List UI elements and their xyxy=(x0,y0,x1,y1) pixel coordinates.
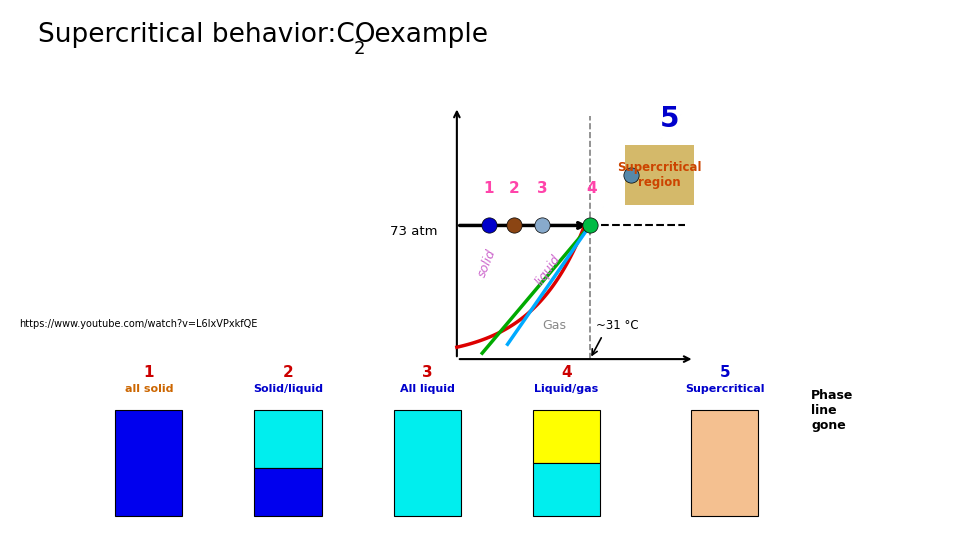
Text: Liquid/gas: Liquid/gas xyxy=(535,384,598,394)
Text: Supercritical: Supercritical xyxy=(685,384,764,394)
Text: 73 atm: 73 atm xyxy=(391,225,438,238)
Text: Gas: Gas xyxy=(542,319,566,333)
Text: Solid/liquid: Solid/liquid xyxy=(253,384,323,394)
Text: All liquid: All liquid xyxy=(399,384,455,394)
Text: 3: 3 xyxy=(537,181,548,196)
Text: solid: solid xyxy=(476,247,499,279)
Text: 5: 5 xyxy=(660,105,679,133)
Text: 1: 1 xyxy=(483,181,493,196)
Text: example: example xyxy=(366,22,488,48)
Text: 2: 2 xyxy=(353,40,365,58)
Text: 4: 4 xyxy=(561,365,572,380)
Text: 5: 5 xyxy=(719,365,731,380)
Text: 2: 2 xyxy=(282,365,294,380)
Text: all solid: all solid xyxy=(125,384,173,394)
Bar xyxy=(625,145,694,205)
Text: ~31 °C: ~31 °C xyxy=(596,319,639,333)
Text: liquid: liquid xyxy=(533,252,564,288)
Text: Phase
line
gone: Phase line gone xyxy=(811,389,853,432)
Text: 2: 2 xyxy=(509,181,519,196)
Text: https://www.youtube.com/watch?v=L6IxVPxkfQE: https://www.youtube.com/watch?v=L6IxVPxk… xyxy=(19,319,257,329)
Text: Supercritical behavior:CO: Supercritical behavior:CO xyxy=(38,22,376,48)
Text: 4: 4 xyxy=(587,181,597,196)
Text: Supercritical
region: Supercritical region xyxy=(617,161,702,189)
Text: 3: 3 xyxy=(421,365,433,380)
Text: 1: 1 xyxy=(144,365,154,380)
